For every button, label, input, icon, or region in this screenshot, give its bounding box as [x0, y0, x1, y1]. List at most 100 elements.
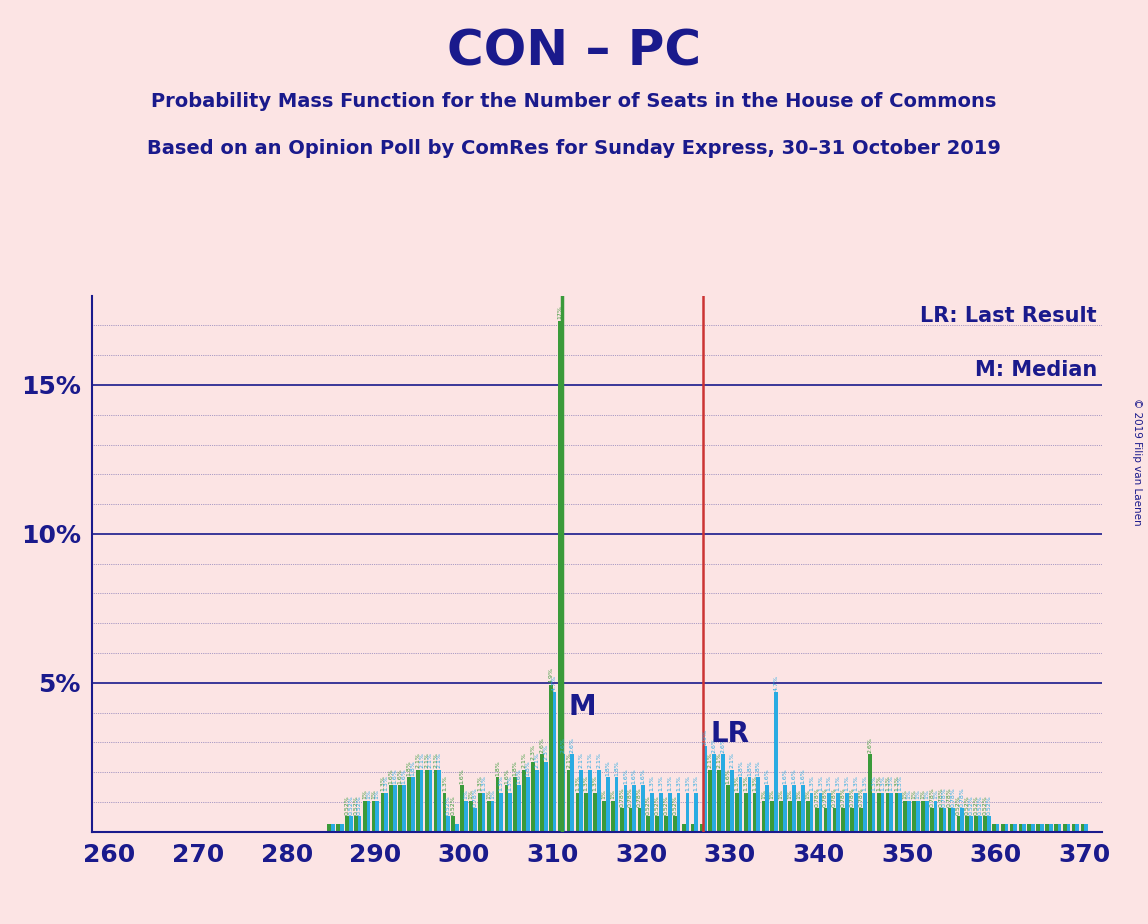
Bar [1031, 824, 1034, 832]
Text: 2.1%: 2.1% [419, 752, 424, 768]
Bar [718, 770, 721, 832]
Bar [789, 800, 792, 832]
Bar [975, 816, 978, 832]
Bar [558, 321, 561, 832]
Bar [948, 808, 952, 832]
Bar [340, 824, 343, 832]
Text: 0.52%: 0.52% [646, 795, 651, 815]
Text: 1.6%: 1.6% [393, 768, 397, 784]
Bar [753, 793, 757, 832]
Bar [1027, 824, 1031, 832]
Text: 0.78%: 0.78% [938, 787, 944, 807]
Text: CON – PC: CON – PC [447, 28, 701, 76]
Text: 1.6%: 1.6% [765, 768, 769, 784]
Bar [455, 824, 459, 832]
Text: 1.8%: 1.8% [513, 760, 518, 776]
Bar [691, 824, 695, 832]
Text: 1.3%: 1.3% [478, 775, 482, 791]
Text: 0.52%: 0.52% [964, 795, 970, 815]
Bar [629, 808, 633, 832]
Bar [460, 785, 464, 832]
Text: 2.6%: 2.6% [721, 736, 726, 753]
Bar [1023, 824, 1026, 832]
Text: 1.6%: 1.6% [800, 768, 805, 784]
Text: 2.1%: 2.1% [729, 752, 735, 768]
Text: 1.6%: 1.6% [504, 768, 509, 784]
Bar [354, 816, 358, 832]
Bar [336, 824, 340, 832]
Text: 2.1%: 2.1% [566, 752, 571, 768]
Bar [646, 816, 650, 832]
Bar [712, 754, 716, 832]
Text: 1.3%: 1.3% [827, 775, 832, 791]
Text: 1%: 1% [902, 789, 908, 799]
Text: 2.1%: 2.1% [716, 752, 722, 768]
Text: 4.9%: 4.9% [549, 667, 553, 683]
Text: 2.1%: 2.1% [588, 752, 592, 768]
Bar [416, 770, 420, 832]
Bar [411, 777, 414, 832]
Text: 1.8%: 1.8% [495, 760, 501, 776]
Bar [1004, 824, 1008, 832]
Text: 0.52%: 0.52% [956, 795, 961, 815]
Bar [913, 800, 916, 832]
Text: © 2019 Filip van Laenen: © 2019 Filip van Laenen [1132, 398, 1142, 526]
Bar [774, 692, 778, 832]
Bar [868, 754, 871, 832]
Bar [1066, 824, 1070, 832]
Bar [1049, 824, 1053, 832]
Bar [665, 816, 668, 832]
Text: M: Median: M: Median [975, 360, 1097, 380]
Bar [499, 793, 503, 832]
Text: 2.3%: 2.3% [530, 745, 536, 760]
Text: 1.3%: 1.3% [862, 775, 867, 791]
Text: 0.78%: 0.78% [628, 787, 633, 807]
Text: 1%: 1% [374, 789, 380, 799]
Bar [434, 770, 437, 832]
Bar [437, 770, 441, 832]
Text: 1.6%: 1.6% [402, 768, 406, 784]
Bar [478, 793, 482, 832]
Text: 2.6%: 2.6% [540, 736, 544, 753]
Text: 1.6%: 1.6% [623, 768, 628, 784]
Bar [346, 816, 349, 832]
Bar [735, 793, 739, 832]
Bar [730, 770, 734, 832]
Bar [505, 785, 509, 832]
Bar [770, 800, 774, 832]
Text: 1%: 1% [371, 789, 377, 799]
Text: 0.52%: 0.52% [986, 795, 991, 815]
Text: 1.8%: 1.8% [605, 760, 611, 776]
Text: Probability Mass Function for the Number of Seats in the House of Commons: Probability Mass Function for the Number… [152, 92, 996, 112]
Text: 1.3%: 1.3% [667, 775, 673, 791]
Bar [633, 785, 636, 832]
Text: 1.3%: 1.3% [817, 775, 823, 791]
Bar [549, 685, 552, 832]
Text: 2.1%: 2.1% [708, 752, 713, 768]
Text: M: M [568, 693, 596, 722]
Text: 1%: 1% [921, 789, 925, 799]
Bar [656, 816, 659, 832]
Bar [907, 800, 910, 832]
Bar [490, 800, 495, 832]
Bar [518, 785, 521, 832]
Text: 1.3%: 1.3% [898, 775, 902, 791]
Bar [398, 785, 402, 832]
Text: 1.8%: 1.8% [755, 760, 761, 776]
Text: 0.78%: 0.78% [859, 787, 863, 807]
Text: 0.78%: 0.78% [840, 787, 846, 807]
Text: 1.3%: 1.3% [885, 775, 890, 791]
Bar [739, 777, 743, 832]
Text: 4.7%: 4.7% [774, 675, 778, 691]
Text: 1.6%: 1.6% [397, 768, 403, 784]
Text: 1%: 1% [797, 789, 801, 799]
Bar [349, 816, 352, 832]
Text: 1.8%: 1.8% [738, 760, 743, 776]
Bar [614, 777, 619, 832]
Text: 1.3%: 1.3% [809, 775, 814, 791]
Text: 0.78%: 0.78% [814, 787, 820, 807]
Bar [372, 800, 375, 832]
Text: 1%: 1% [362, 789, 367, 799]
Text: 2.6%: 2.6% [712, 736, 716, 753]
Bar [482, 793, 486, 832]
